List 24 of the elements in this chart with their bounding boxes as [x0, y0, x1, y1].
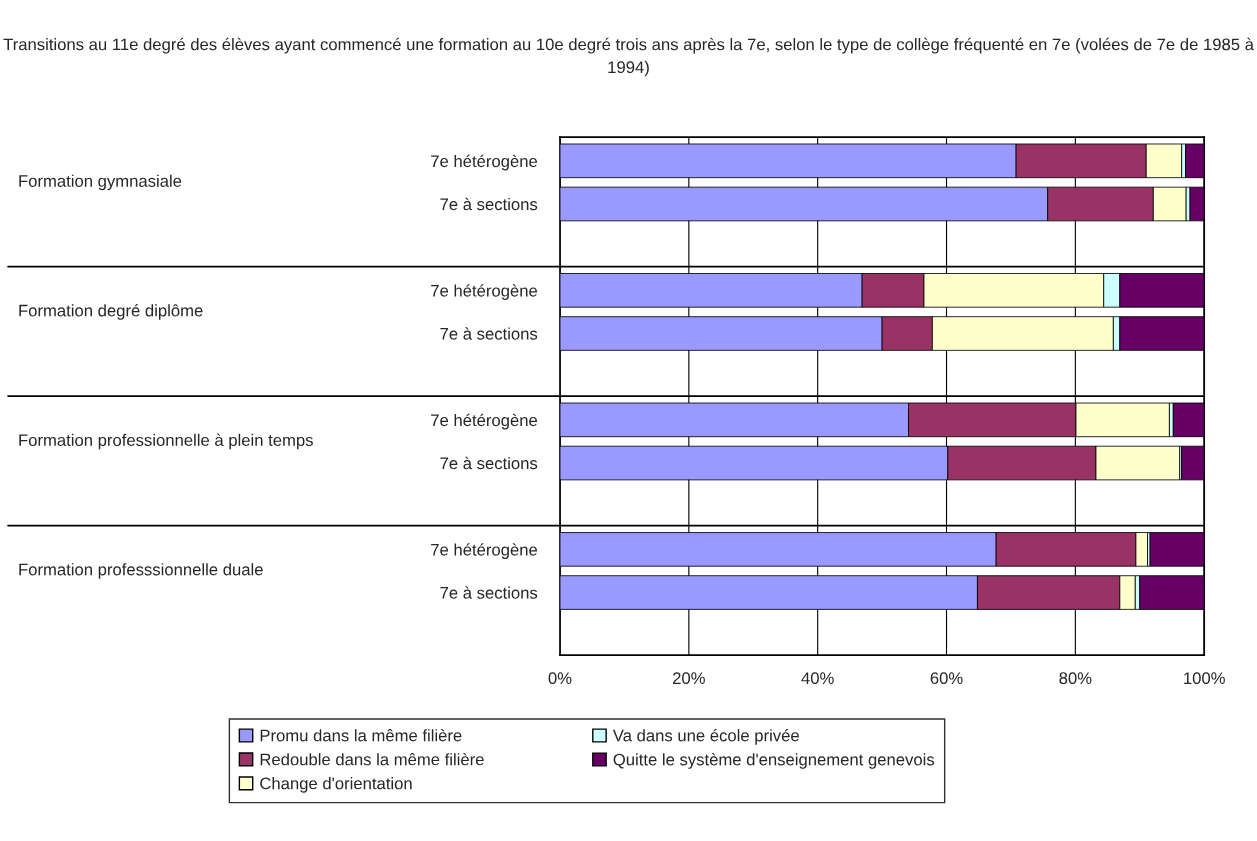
x-tick-label: 100%	[1184, 672, 1225, 685]
y-tick-label: 7e à sections	[440, 456, 538, 470]
x-tick-label: 60%	[930, 672, 963, 685]
legend-label: Redouble dans la même filière	[260, 752, 484, 766]
y-tick-label: 7e à sections	[440, 586, 538, 599]
y-tick-label: 7e à sections	[440, 197, 538, 211]
legend-label: Va dans une école privée	[612, 728, 799, 745]
text: Formation professionnelle à plein temps	[19, 433, 313, 450]
x-tick-label: 20%	[673, 672, 705, 685]
y-tick-label: 7e hétérogène	[431, 284, 538, 300]
chart-title: Transitions au 11e degré des élèves ayant commencé une formation au 10e degré trois ans après la 7e, selon le type de collège fréquenté en 7e (volées de 7e de 1985 à 1994)	[3, 37, 1254, 77]
y-tick-label: 7e hétérogène	[431, 154, 538, 171]
legend-label: Promu dans la même filière	[260, 728, 462, 742]
text: Formation degré diplôme	[19, 304, 203, 320]
text: Formation gymnasiale	[19, 174, 182, 191]
y-tick-label: 7e hétérogène	[431, 543, 538, 559]
x-tick-label: 0%	[548, 672, 572, 685]
y-tick-label: 7e à sections	[440, 327, 538, 340]
legend-label: Quitte le système d'enseignement genevois	[613, 753, 935, 769]
x-tick-label: 40%	[801, 672, 834, 685]
legend-label: Change d'orientation	[260, 777, 412, 793]
x-tick-label: 80%	[1059, 672, 1092, 685]
text: Formation professsionnelle duale	[19, 563, 263, 579]
y-tick-label: 7e hétérogène	[431, 413, 538, 430]
